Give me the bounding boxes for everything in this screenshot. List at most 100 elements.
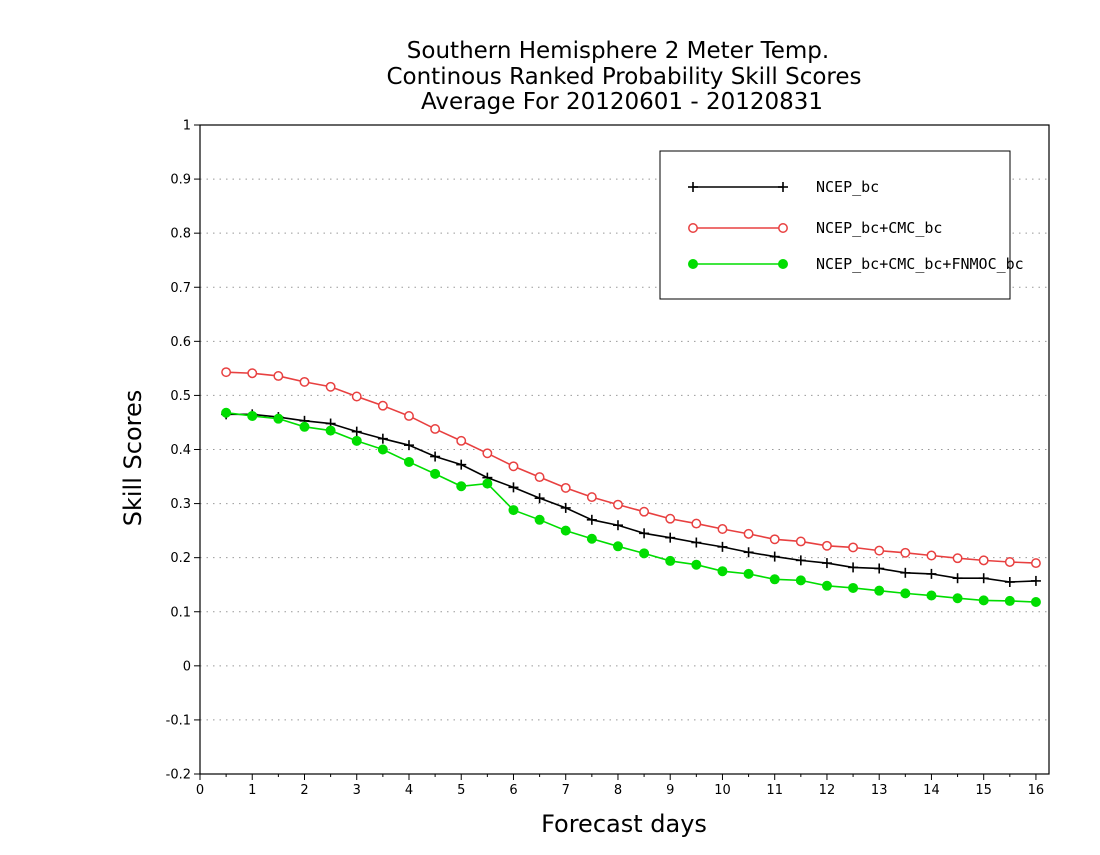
y-tick-label: 0.9 — [170, 173, 191, 188]
data-point — [848, 562, 859, 573]
data-point — [325, 425, 336, 436]
series-3 — [221, 407, 1041, 608]
data-point — [900, 588, 911, 599]
x-axis-title: Forecast days — [541, 810, 707, 838]
x-tick-label: 10 — [714, 783, 731, 798]
data-point — [482, 448, 493, 459]
data-point — [743, 547, 754, 558]
data-point — [821, 580, 832, 591]
data-point — [717, 541, 728, 552]
data-point — [822, 540, 832, 551]
x-tick-label: 7 — [562, 783, 570, 798]
x-tick-label: 2 — [300, 783, 308, 798]
data-point — [221, 407, 232, 418]
data-point — [534, 472, 545, 483]
chart-title-line-2: Continous Ranked Probability Skill Score… — [386, 64, 861, 90]
data-point — [639, 528, 650, 539]
data-point — [377, 400, 388, 411]
data-point — [430, 423, 441, 434]
data-point — [534, 493, 545, 504]
data-point — [691, 559, 702, 570]
data-point — [456, 459, 467, 470]
data-point — [351, 435, 362, 446]
series-lines — [221, 367, 1041, 608]
data-point — [874, 563, 885, 574]
data-point — [769, 551, 780, 562]
data-point — [273, 413, 284, 424]
y-tick-label: 0.7 — [170, 281, 191, 296]
data-point — [456, 435, 467, 446]
x-tick-label: 8 — [614, 783, 622, 798]
data-point — [273, 370, 284, 381]
x-tick-label: 11 — [766, 783, 783, 798]
x-tick-label: 4 — [405, 783, 413, 798]
data-point — [769, 534, 780, 545]
data-point — [952, 573, 963, 584]
legend-marker — [778, 223, 788, 233]
data-point — [848, 542, 859, 553]
data-point — [691, 537, 702, 548]
legend-entries: NCEP_bc NCEP_bc+CMC_bc NCEP_bc+CMC_bc+FNMO… — [688, 178, 1024, 273]
data-point — [1030, 558, 1041, 569]
series-line — [226, 371, 1036, 564]
data-point — [665, 555, 676, 566]
y-tick-label: 0.8 — [170, 227, 191, 242]
data-point — [821, 558, 832, 569]
data-point — [978, 555, 989, 566]
data-point — [534, 514, 545, 525]
data-point — [560, 525, 571, 536]
y-tick-label: 0.6 — [170, 335, 191, 350]
data-point — [1004, 557, 1015, 567]
data-point — [665, 513, 676, 524]
data-point — [978, 595, 989, 606]
y-tick-label: 1 — [183, 119, 191, 134]
data-point — [795, 555, 806, 566]
legend-label: NCEP_bc+CMC_bc+FNMOC_bc — [816, 255, 1024, 273]
data-point — [247, 368, 258, 379]
data-point — [325, 381, 336, 392]
series-line — [226, 413, 1036, 583]
y-axis-title: Skill Scores — [119, 390, 147, 527]
data-point — [403, 440, 414, 451]
data-point — [247, 410, 258, 421]
y-tick-label: 0.1 — [170, 605, 191, 620]
chart-title-line-3: Average For 20120601 - 20120831 — [421, 89, 823, 115]
data-point — [586, 492, 597, 503]
data-point — [952, 553, 963, 564]
x-axis-ticks: 0 1 2 3 4 5 6 7 8 9 10 11 12 13 14 15 16 — [196, 774, 1044, 798]
chart-title-line-1: Southern Hemisphere 2 Meter Temp. — [407, 38, 829, 64]
legend-label: NCEP_bc+CMC_bc — [816, 219, 942, 237]
data-point — [926, 550, 937, 561]
x-tick-label: 16 — [1028, 783, 1045, 798]
data-point — [586, 533, 597, 544]
data-point — [404, 411, 414, 421]
y-tick-label: -0.2 — [166, 768, 191, 783]
data-point — [874, 545, 885, 556]
data-point — [795, 536, 806, 547]
data-point — [769, 574, 780, 585]
data-point — [560, 502, 571, 513]
data-point — [351, 391, 362, 402]
y-tick-label: 0.3 — [170, 497, 191, 512]
data-point — [717, 566, 728, 577]
data-point — [743, 568, 754, 579]
data-point — [1030, 597, 1041, 608]
series-2 — [221, 367, 1041, 569]
data-point — [926, 568, 937, 579]
legend-marker — [688, 223, 698, 233]
data-point — [430, 451, 441, 462]
y-tick-label: 0.4 — [170, 443, 191, 458]
data-point — [351, 426, 362, 437]
data-point — [430, 468, 441, 479]
y-tick-label: 0 — [183, 659, 191, 674]
data-point — [848, 582, 859, 593]
data-point — [900, 547, 911, 558]
legend-box — [659, 150, 1011, 300]
data-point — [377, 433, 388, 444]
data-point — [1030, 575, 1041, 586]
data-point — [1004, 577, 1015, 588]
x-tick-label: 5 — [457, 783, 465, 798]
legend-entry-1: NCEP_bc — [688, 178, 879, 196]
